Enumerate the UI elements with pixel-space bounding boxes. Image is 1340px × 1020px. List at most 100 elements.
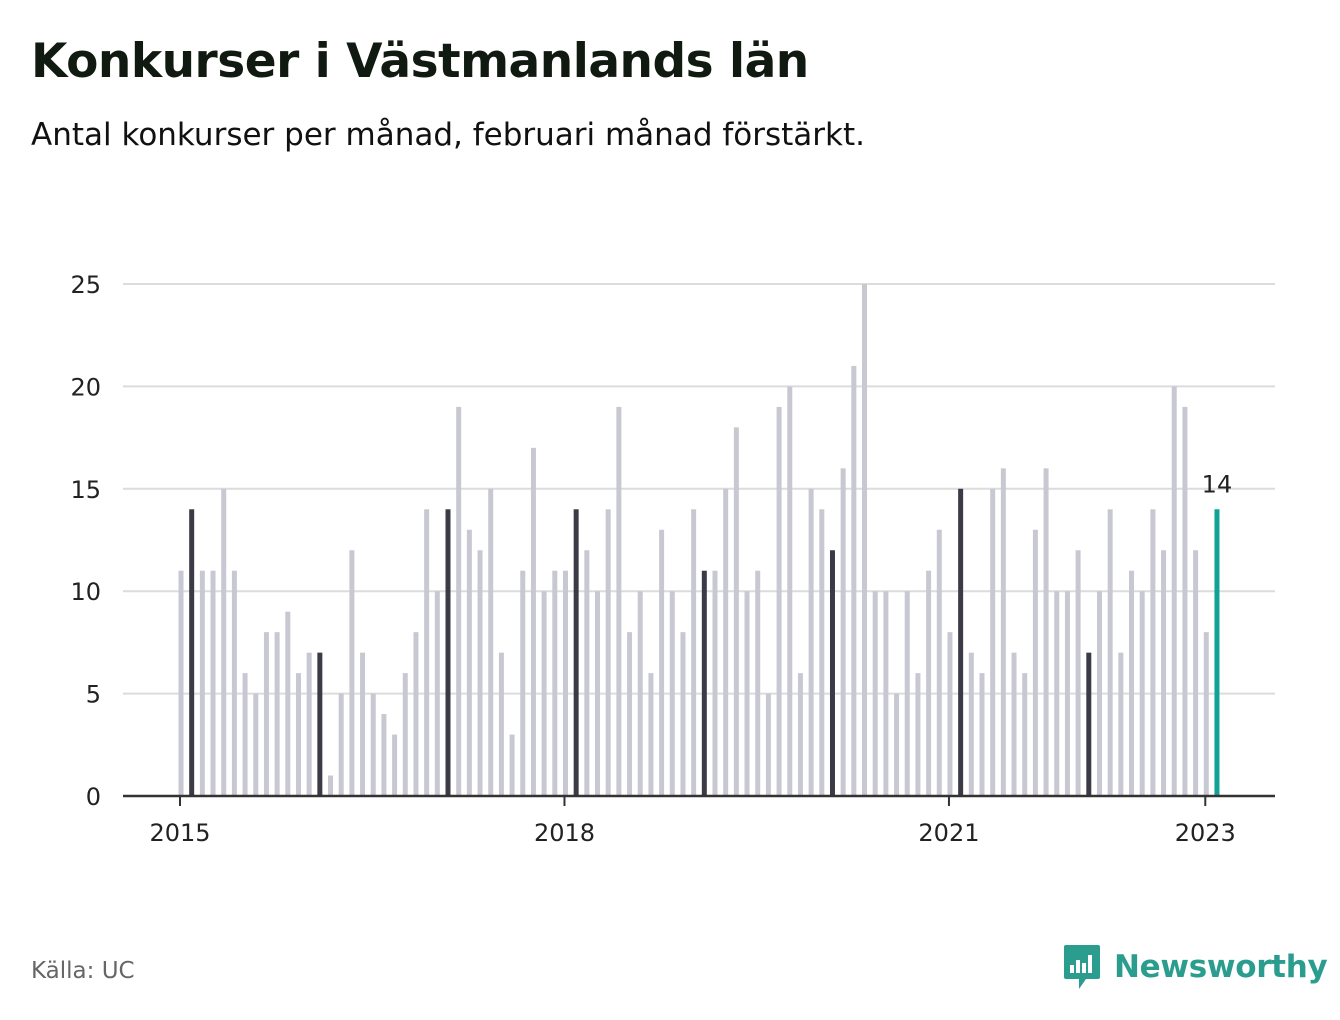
y-tick-label: 10	[70, 578, 101, 606]
x-tick-label: 2021	[918, 819, 979, 847]
bars	[178, 284, 1220, 796]
chart-title: Konkurser i Västmanlands län	[31, 34, 809, 89]
bar	[691, 509, 697, 796]
bar	[1193, 550, 1199, 796]
x-tick-label: 2015	[149, 819, 210, 847]
bar	[936, 529, 942, 796]
bar	[370, 693, 376, 796]
bar	[894, 693, 900, 796]
bar	[381, 714, 387, 796]
bar	[349, 550, 355, 796]
bar	[840, 468, 846, 796]
bar	[221, 488, 227, 796]
bar	[424, 509, 430, 796]
bar	[1203, 632, 1209, 796]
bar	[926, 570, 932, 796]
bar	[1118, 652, 1124, 796]
bar	[1161, 550, 1167, 796]
bar	[445, 509, 451, 796]
y-tick-label: 5	[86, 681, 101, 709]
bar	[1075, 550, 1081, 796]
x-tick-label: 2018	[534, 819, 595, 847]
bar	[829, 550, 835, 796]
bar	[1107, 509, 1113, 796]
bar	[797, 673, 803, 796]
bar	[872, 591, 878, 796]
bar	[701, 570, 707, 796]
bar	[498, 652, 504, 796]
bar	[231, 570, 237, 796]
bar	[616, 406, 622, 796]
newsworthy-logo-icon	[1064, 945, 1100, 989]
y-tick-label: 15	[70, 476, 101, 504]
bar	[328, 775, 334, 796]
bar	[915, 673, 921, 796]
bar	[562, 570, 568, 796]
bar	[595, 591, 601, 796]
bar	[723, 488, 729, 796]
bar	[263, 632, 269, 796]
bar	[755, 570, 761, 796]
bar	[968, 652, 974, 796]
bar	[1054, 591, 1060, 796]
bar	[338, 693, 344, 796]
bar	[199, 570, 205, 796]
bar	[669, 591, 675, 796]
bar	[285, 611, 291, 796]
bar	[776, 406, 782, 796]
gridlines	[123, 283, 1275, 695]
bar	[317, 652, 323, 796]
bar	[274, 632, 280, 796]
bar	[552, 570, 558, 796]
bar	[1086, 652, 1092, 796]
bar	[947, 632, 953, 796]
y-tick-label: 25	[70, 271, 101, 299]
bar	[744, 591, 750, 796]
bar	[605, 509, 611, 796]
bar	[765, 693, 771, 796]
bar	[509, 734, 515, 796]
bar	[1022, 673, 1028, 796]
bar	[1000, 468, 1006, 796]
bar	[958, 488, 964, 796]
bar	[178, 570, 184, 796]
bar	[210, 570, 216, 796]
bar	[466, 529, 472, 796]
bar	[979, 673, 985, 796]
bar	[1096, 591, 1102, 796]
bar	[627, 632, 633, 796]
y-tick-label: 0	[86, 783, 101, 811]
bar	[637, 591, 643, 796]
chart-subtitle: Antal konkurser per månad, februari måna…	[31, 117, 865, 153]
bar	[413, 632, 419, 796]
latest-value-label: 14	[1202, 470, 1233, 498]
bar	[659, 529, 665, 796]
bar	[189, 509, 195, 796]
bar	[253, 693, 259, 796]
bar	[530, 447, 536, 796]
bar	[819, 509, 825, 796]
bar	[520, 570, 526, 796]
brand-name: Newsworthy	[1114, 949, 1328, 985]
bar	[295, 673, 301, 796]
bar	[1139, 591, 1145, 796]
bar	[573, 509, 579, 796]
bar	[1171, 386, 1177, 796]
bar	[1214, 509, 1220, 796]
bar	[787, 386, 793, 796]
bar	[851, 365, 857, 796]
annotations: 14	[1202, 470, 1233, 498]
bar	[392, 734, 398, 796]
y-tick-label: 20	[70, 373, 101, 401]
bar	[680, 632, 686, 796]
bar	[904, 591, 910, 796]
bar	[488, 488, 494, 796]
bar	[1129, 570, 1135, 796]
bar	[712, 570, 718, 796]
x-tick-label: 2023	[1175, 819, 1236, 847]
bar	[477, 550, 483, 796]
source-note: Källa: UC	[31, 958, 135, 984]
bar	[1064, 591, 1070, 796]
bar	[402, 673, 408, 796]
